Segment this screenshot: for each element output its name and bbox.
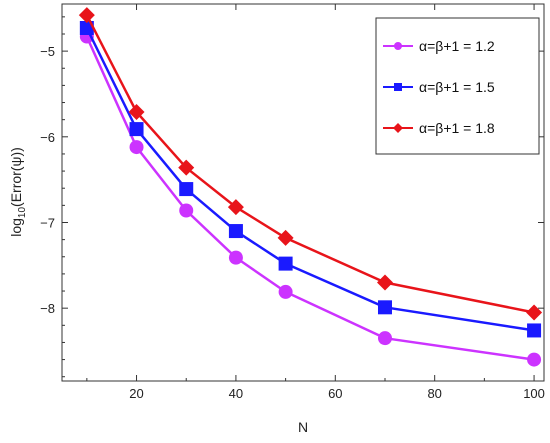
data-point	[228, 224, 243, 239]
data-point	[526, 304, 543, 321]
legend-label: α=β+1 = 1.2	[419, 38, 495, 54]
data-point	[228, 250, 243, 265]
y-tick-label: −6	[40, 130, 55, 145]
data-point	[278, 256, 293, 271]
data-point	[278, 284, 293, 299]
y-axis-label-log: log	[8, 218, 24, 237]
data-point	[179, 182, 194, 197]
data-point	[277, 229, 294, 246]
y-axis-label-sub: 10	[17, 207, 28, 219]
data-point	[527, 323, 542, 338]
data-point	[376, 274, 393, 291]
data-point	[129, 140, 144, 155]
data-point	[178, 159, 195, 176]
data-point	[527, 352, 542, 367]
series-layer	[78, 7, 543, 367]
legend-label: α=β+1 = 1.5	[419, 79, 495, 95]
x-tick-label: 80	[427, 386, 441, 401]
legend-marker	[394, 83, 402, 91]
y-tick-label: −5	[40, 44, 55, 59]
data-point	[179, 203, 194, 218]
legend: α=β+1 = 1.2 α=β+1 = 1.5 α=β+1 = 1.8	[375, 17, 540, 155]
series-3	[78, 7, 543, 321]
series-1	[79, 29, 542, 367]
x-tick-label: 100	[523, 386, 545, 401]
x-axis-label: N	[298, 419, 308, 435]
data-point	[78, 7, 95, 24]
legend-marker	[393, 123, 403, 133]
y-tick-label: −7	[40, 215, 55, 230]
legend-marker	[394, 42, 402, 50]
data-point	[128, 103, 145, 120]
x-tick-label: 40	[229, 386, 243, 401]
x-tick-label: 20	[129, 386, 143, 401]
data-point	[227, 199, 244, 216]
data-point	[377, 300, 392, 315]
data-point	[377, 331, 392, 346]
legend-label: α=β+1 = 1.8	[419, 120, 495, 136]
y-axis-label-rest: (Error(ψ))	[8, 147, 24, 207]
axis-ticks: 20 40 60 80 100 −5 −6 −7 −8	[40, 4, 545, 401]
plot-frame	[61, 3, 545, 382]
series-2	[79, 20, 542, 338]
data-point	[129, 122, 144, 137]
y-tick-label: −8	[40, 301, 55, 316]
x-tick-label: 60	[328, 386, 342, 401]
y-axis-label: log10(Error(ψ))	[8, 147, 28, 237]
